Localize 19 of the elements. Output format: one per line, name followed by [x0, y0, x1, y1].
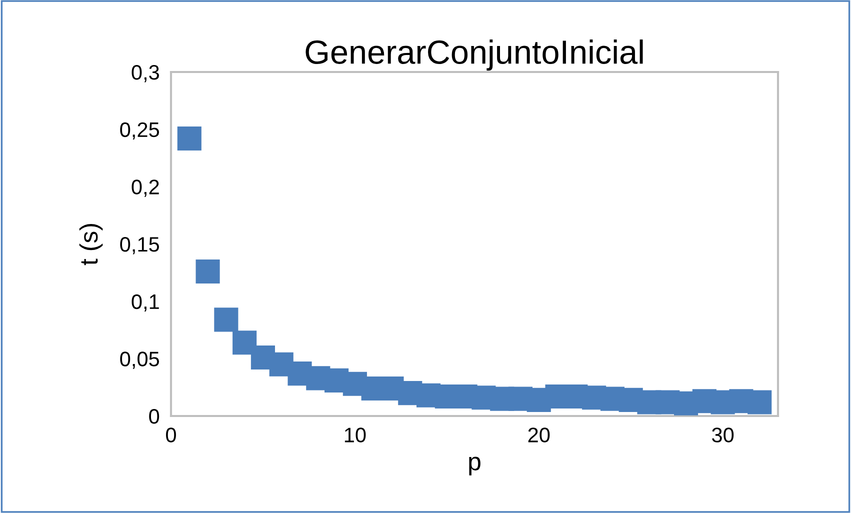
x-tick-label: 20 — [528, 428, 550, 442]
x-tick-label: 0 — [166, 428, 176, 442]
y-tick-label: 0,05 — [120, 352, 160, 369]
y-axis-title: t (s) — [79, 224, 103, 266]
point — [232, 330, 257, 355]
y-tick-label: 0,3 — [132, 65, 159, 82]
point — [214, 308, 238, 332]
point — [177, 126, 202, 151]
x-axis-title: p — [469, 456, 480, 476]
y-tick-label: 0 — [149, 409, 160, 424]
chart-title: GenerarConjuntoInicial — [306, 40, 643, 71]
point — [748, 390, 772, 414]
y-tick-label: 0,1 — [132, 294, 159, 312]
point — [196, 259, 220, 284]
y-tick-label: 0,15 — [120, 237, 160, 254]
x-tick-label: 10 — [344, 428, 366, 442]
y-tick-label: 0,25 — [120, 122, 160, 140]
x-tick-label: 30 — [712, 428, 734, 442]
y-tick-label: 0,2 — [132, 180, 159, 197]
